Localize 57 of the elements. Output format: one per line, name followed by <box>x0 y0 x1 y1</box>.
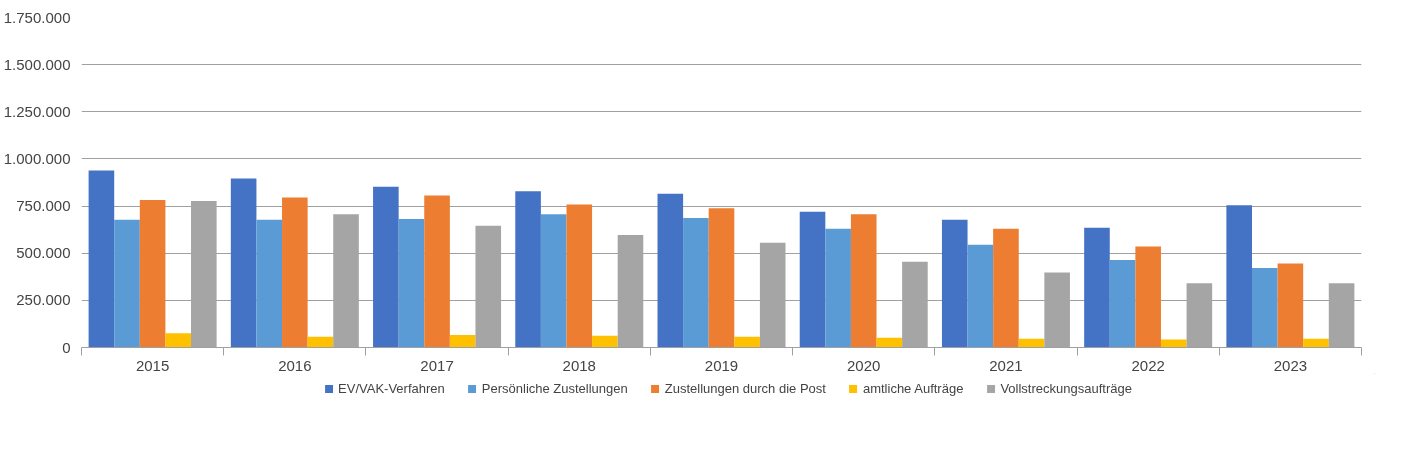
bar <box>708 208 735 348</box>
y-tick-label: 1.000.000 <box>3 149 71 167</box>
x-tick-label: 2021 <box>989 356 1023 374</box>
y-tick-label: 500.000 <box>16 244 71 262</box>
bar <box>165 333 192 348</box>
bar <box>398 218 425 348</box>
bar <box>993 228 1019 348</box>
legend-label: Zustellungen durch die Post <box>664 380 826 396</box>
bar <box>1277 263 1304 348</box>
bar <box>88 170 115 348</box>
bar <box>230 178 257 348</box>
bar <box>256 219 283 348</box>
bar <box>1303 338 1329 348</box>
bar <box>1109 260 1136 348</box>
x-tick-label: 2018 <box>562 356 596 374</box>
bar <box>876 337 903 348</box>
bar <box>1226 205 1252 348</box>
y-tick-label: 250.000 <box>16 291 71 309</box>
bar <box>540 214 567 348</box>
bar <box>1135 246 1161 348</box>
bar <box>799 211 826 348</box>
bar <box>683 217 709 348</box>
bar <box>515 191 541 348</box>
bar <box>1160 339 1187 348</box>
legend-label: Persönliche Zustellungen <box>481 380 628 396</box>
bar <box>967 244 994 348</box>
bar <box>449 335 476 348</box>
legend-label: Vollstreckungsaufträge <box>1000 380 1132 396</box>
bar <box>941 219 968 348</box>
x-tick-label: 2019 <box>704 356 739 374</box>
x-tick-label: 2015 <box>135 356 170 374</box>
bar <box>1251 267 1278 348</box>
bar <box>657 193 684 348</box>
bar <box>139 200 166 348</box>
y-tick-label: 0 <box>62 338 71 356</box>
bar <box>734 336 760 348</box>
y-tick-label: 1.500.000 <box>3 55 71 73</box>
bar <box>373 186 399 348</box>
x-tick-label: 2022 <box>1131 356 1165 374</box>
y-tick-label: 1.250.000 <box>3 102 71 120</box>
bar <box>282 197 308 348</box>
bar <box>1084 227 1110 348</box>
x-tick-label: 2016 <box>278 356 312 374</box>
x-tick-label: 2017 <box>420 356 454 374</box>
legend-label: EV/VAK-Verfahren <box>338 380 445 396</box>
x-tick-label: 2020 <box>847 356 881 374</box>
bar <box>592 335 618 348</box>
bar <box>114 219 140 348</box>
bar <box>850 214 877 348</box>
legend-label: amtliche Aufträge <box>862 380 964 396</box>
bar <box>825 228 851 348</box>
y-tick-label: 1.750.000 <box>3 8 71 26</box>
bar <box>566 204 593 348</box>
y-tick-label: 750.000 <box>16 197 71 215</box>
bar <box>424 195 450 348</box>
bar <box>307 336 334 348</box>
x-tick-label: 2023 <box>1273 356 1308 374</box>
